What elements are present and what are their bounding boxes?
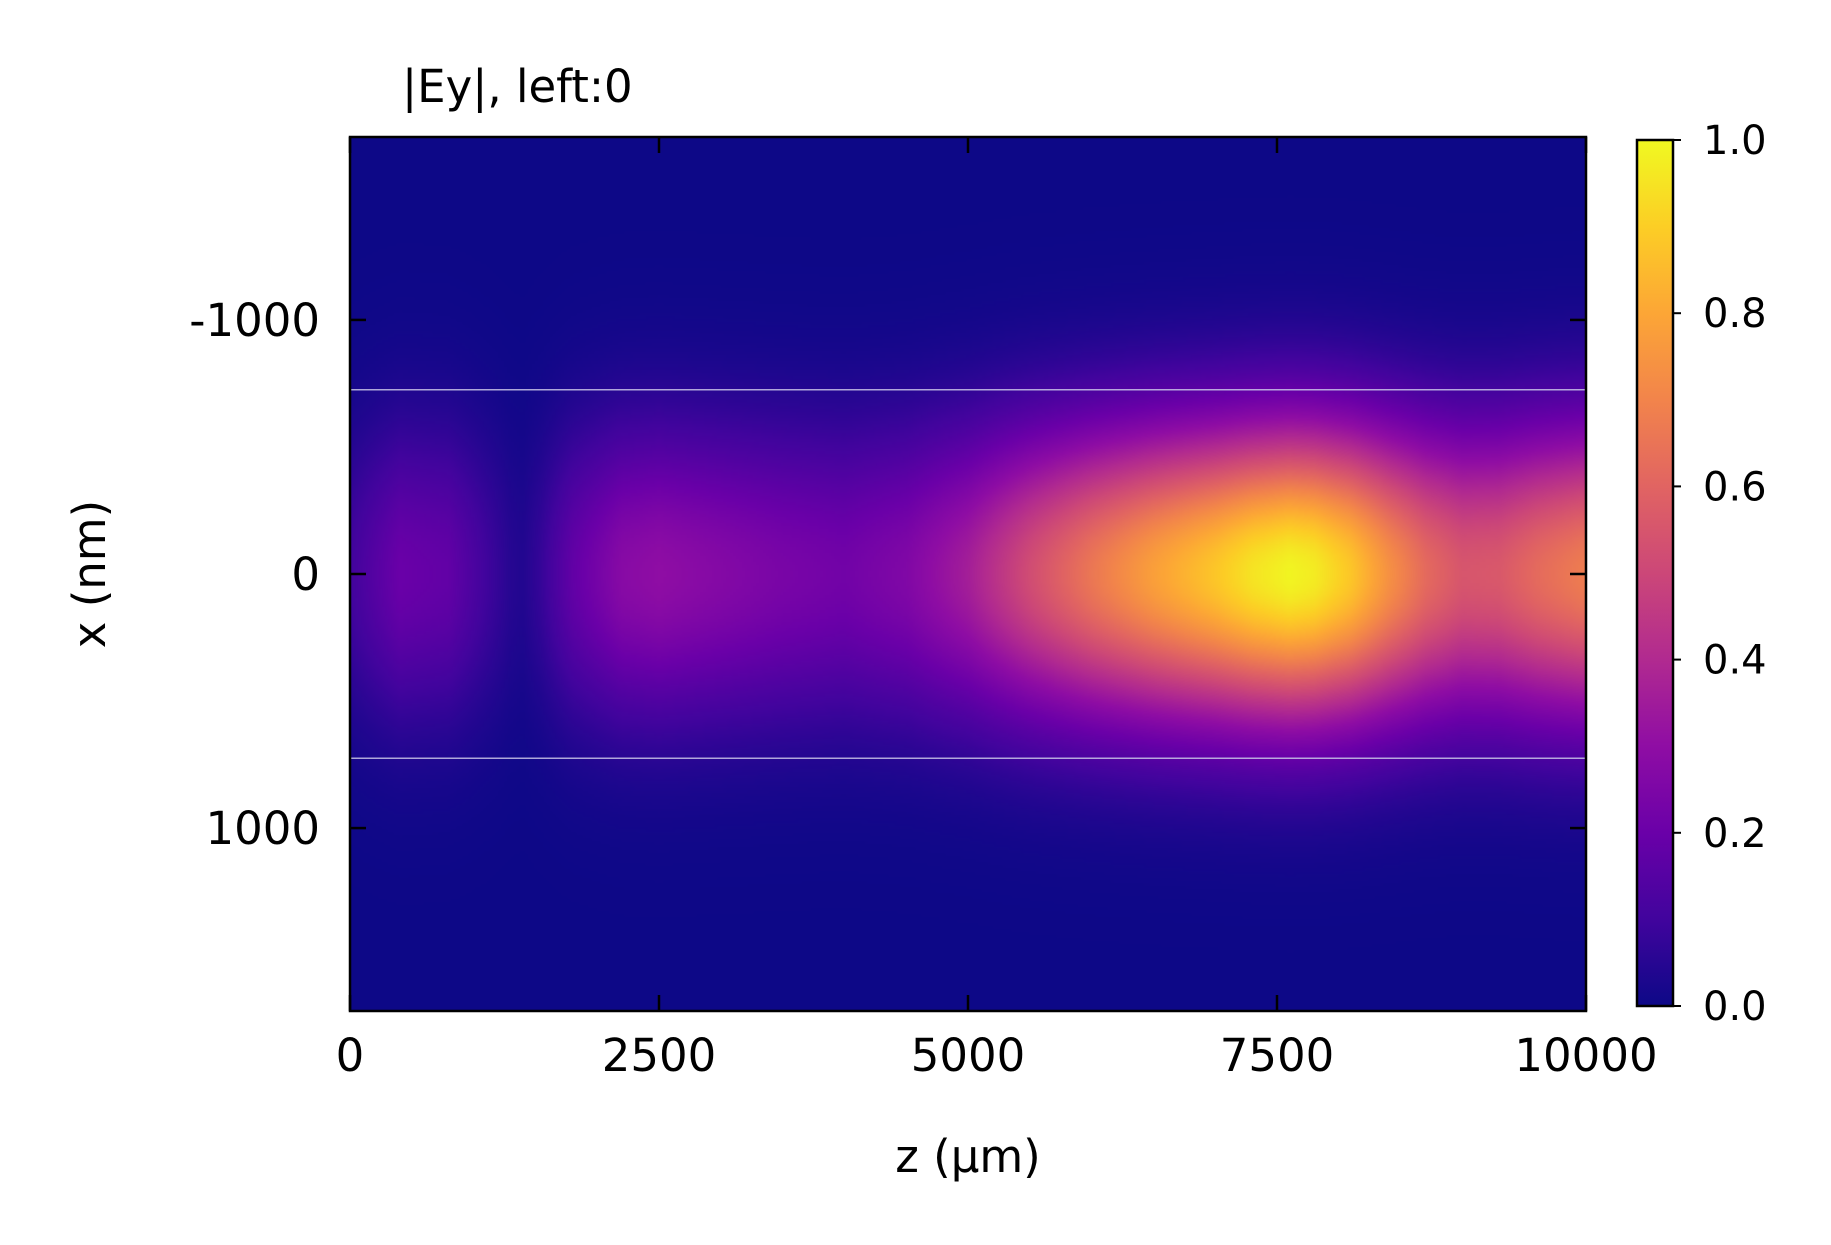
y-axis-label: x (nm) bbox=[63, 500, 116, 648]
colorbar-tick-label: 1.0 bbox=[1703, 118, 1767, 164]
colorbar-ticks: 0.0 0.2 0.4 0.6 0.8 1.0 bbox=[1673, 118, 1767, 1030]
waveguide-boundaries bbox=[350, 389, 1586, 759]
chart-title: |Ey|, left:0 bbox=[402, 60, 633, 113]
x-tick-label: 7500 bbox=[1220, 1029, 1335, 1082]
y-tick-label: 0 bbox=[291, 548, 320, 601]
x-axis-label: z (µm) bbox=[895, 1130, 1041, 1183]
x-axis-ticks: 0 2500 5000 7500 10000 bbox=[336, 137, 1658, 1082]
colorbar-tick-label: 0.0 bbox=[1703, 984, 1767, 1030]
y-tick-label: 1000 bbox=[205, 802, 320, 855]
x-tick-label: 10000 bbox=[1514, 1029, 1657, 1082]
colorbar-tick-label: 0.8 bbox=[1703, 291, 1767, 337]
colorbar-tick-label: 0.2 bbox=[1703, 811, 1767, 857]
colorbar-tick-label: 0.6 bbox=[1703, 464, 1767, 510]
plot-area: 0 2500 5000 7500 10000 -1000 0 1000 bbox=[189, 135, 1658, 1082]
x-tick-label: 0 bbox=[336, 1029, 365, 1082]
y-tick-label: -1000 bbox=[189, 294, 320, 347]
colorbar-tick-label: 0.4 bbox=[1703, 638, 1767, 684]
colorbar: 0.0 0.2 0.4 0.6 0.8 1.0 bbox=[1635, 118, 1767, 1030]
y-axis-ticks: -1000 0 1000 bbox=[189, 294, 1586, 855]
x-tick-label: 5000 bbox=[911, 1029, 1026, 1082]
colorbar-frame bbox=[1635, 138, 1675, 1008]
x-tick-label: 2500 bbox=[602, 1029, 717, 1082]
colorbar-gradient bbox=[1637, 140, 1673, 1006]
heatmap-image bbox=[350, 137, 1586, 1011]
